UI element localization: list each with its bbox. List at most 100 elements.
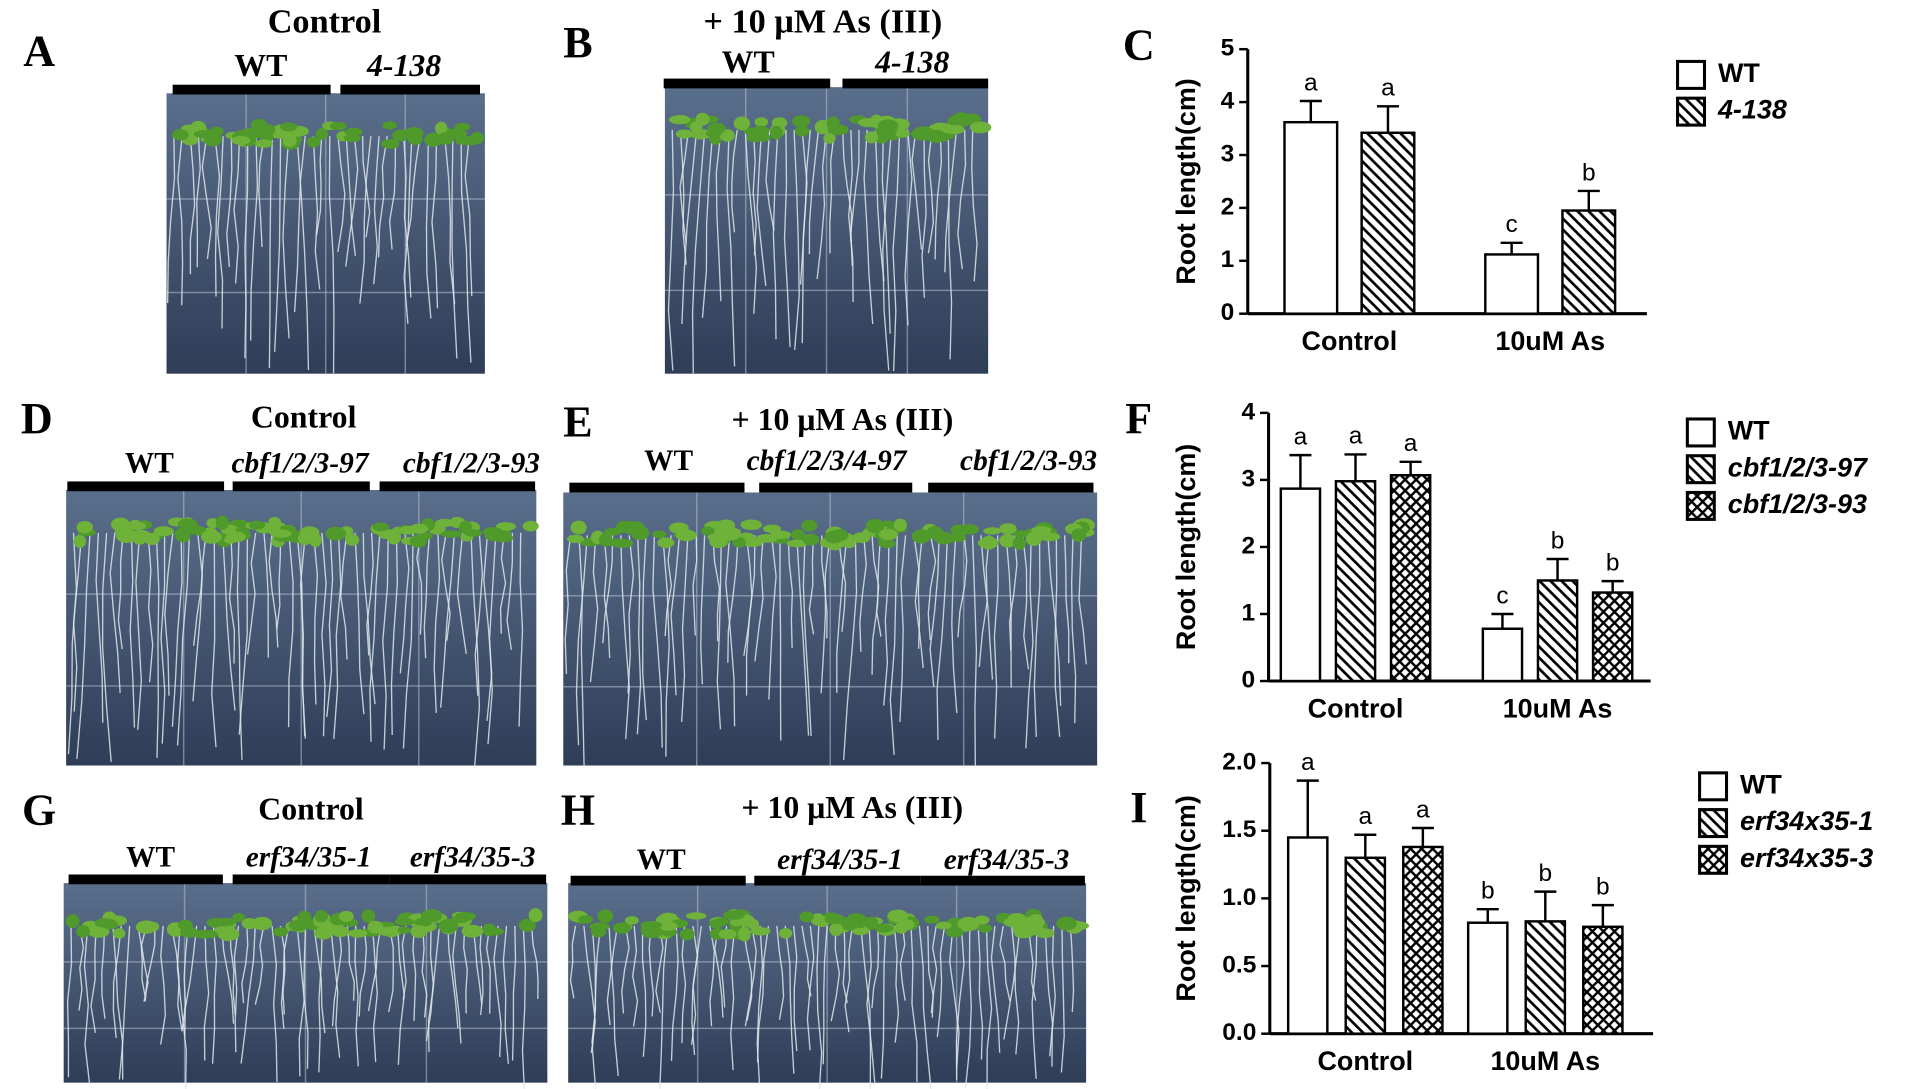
root	[701, 129, 714, 318]
root	[214, 136, 221, 297]
leaf	[394, 917, 415, 926]
root	[648, 925, 655, 1017]
root	[936, 535, 949, 740]
root	[221, 925, 235, 1024]
root	[171, 532, 183, 727]
leaf	[668, 115, 691, 125]
root	[793, 129, 800, 350]
legend-label: erf34x35-1	[1740, 806, 1873, 836]
leaf	[522, 520, 539, 532]
root	[369, 532, 381, 742]
leaf	[435, 121, 448, 136]
leaf	[959, 524, 979, 535]
leaf	[746, 133, 764, 143]
root	[829, 129, 836, 254]
legend-swatch	[1685, 417, 1716, 448]
root	[203, 925, 210, 1061]
leaf	[709, 919, 724, 929]
leaf	[272, 927, 289, 937]
root	[371, 925, 378, 1063]
y-axis-label: Root length(cm)	[1171, 78, 1201, 284]
root	[263, 532, 269, 658]
root	[632, 925, 639, 1027]
root	[423, 532, 431, 659]
panel-title: Control	[258, 791, 364, 826]
root	[904, 129, 913, 326]
significance-letter: b	[1606, 549, 1620, 576]
significance-letter: b	[1596, 873, 1610, 900]
root	[808, 535, 815, 635]
leaf	[143, 532, 160, 546]
genotype-label: WT	[126, 842, 175, 874]
leaf	[778, 927, 793, 939]
leaf	[177, 518, 198, 530]
root	[681, 535, 689, 722]
root	[328, 136, 335, 374]
root	[842, 925, 848, 1004]
root	[211, 532, 217, 748]
leaf	[792, 115, 811, 128]
x-tick-label: Control	[1317, 1046, 1413, 1076]
y-tick-label: 0	[1241, 666, 1255, 693]
root	[744, 925, 757, 1027]
root	[806, 925, 815, 1051]
root	[177, 136, 184, 306]
leaf	[1028, 914, 1044, 926]
root	[871, 925, 880, 1009]
leaf	[135, 920, 157, 934]
root	[871, 535, 882, 675]
leaf	[482, 923, 496, 937]
root	[176, 925, 187, 1089]
x-tick-label: 10uM As	[1495, 326, 1605, 356]
significance-letter: a	[1294, 423, 1308, 450]
leaf	[900, 919, 915, 930]
panel-letter: D	[21, 394, 53, 443]
leaf	[716, 519, 736, 533]
root	[955, 925, 965, 1080]
leaf	[675, 129, 693, 139]
leaf	[874, 923, 894, 933]
leaf	[719, 129, 735, 142]
bar	[1466, 921, 1509, 1035]
leaf	[232, 912, 245, 922]
root	[621, 925, 630, 1014]
leaf	[887, 909, 909, 923]
bar	[1402, 845, 1444, 1035]
error-bar	[1591, 903, 1614, 927]
genotype-label: WT	[234, 48, 287, 83]
root	[709, 925, 716, 1027]
leaf	[829, 922, 843, 937]
significance-letter: c	[1496, 582, 1508, 609]
root	[333, 532, 342, 739]
bar	[1283, 120, 1339, 315]
root	[280, 925, 290, 1029]
leaf	[338, 910, 354, 922]
root	[980, 535, 994, 680]
root	[765, 129, 775, 231]
panel-letter: G	[22, 786, 56, 835]
significance-letter: b	[1551, 527, 1565, 554]
root	[913, 535, 924, 668]
leaf	[254, 139, 273, 148]
root	[373, 136, 380, 285]
leaf	[977, 537, 999, 549]
root	[193, 532, 207, 646]
root	[279, 925, 286, 1015]
leaf	[824, 530, 844, 544]
root	[772, 129, 779, 340]
photo	[66, 490, 539, 766]
root	[1069, 925, 1075, 1013]
root	[117, 532, 124, 650]
leaf	[343, 134, 361, 143]
leaf	[172, 129, 189, 141]
root	[315, 136, 323, 236]
root	[359, 136, 372, 304]
legend-label: WT	[1740, 769, 1782, 799]
root	[433, 532, 441, 713]
root	[850, 130, 860, 266]
root	[470, 532, 481, 766]
root	[176, 532, 191, 746]
root	[452, 925, 462, 1044]
leaf	[270, 529, 292, 538]
